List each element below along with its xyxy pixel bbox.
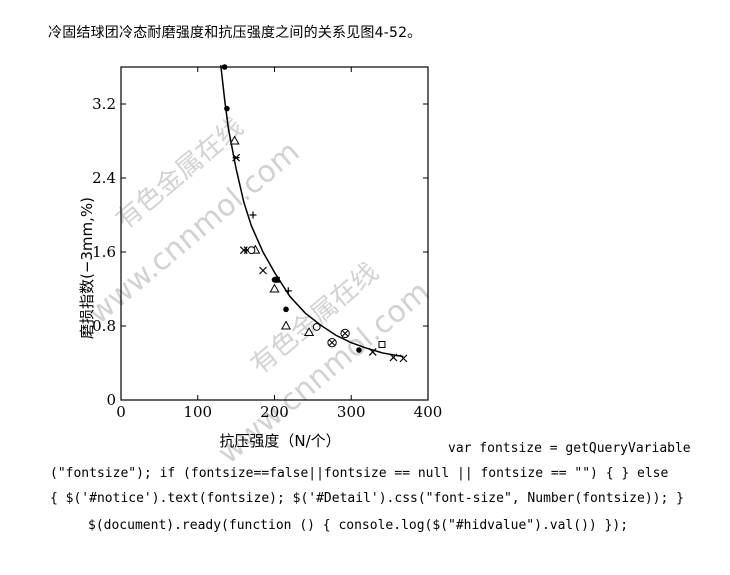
data-point-star [232, 153, 241, 162]
data-point-plus [249, 211, 257, 219]
y-tick-label: 0 [106, 391, 116, 409]
intro-text: 冷固结球团冷态耐磨强度和抗压强度之间的关系见图4-52。 [48, 25, 422, 41]
y-tick-label: 1.6 [92, 243, 116, 261]
data-point-dot [356, 347, 362, 353]
data-point-circle-cross [327, 337, 337, 348]
data-point-triangle [303, 326, 315, 336]
chart-marks [220, 64, 408, 363]
data-point-cross [389, 353, 398, 362]
x-tick-label: 200 [260, 403, 289, 421]
y-tick-label: 3.2 [92, 95, 116, 113]
data-point-cross [239, 246, 248, 255]
code-line-3: { $('#notice').text(fontsize); $('#Detai… [50, 491, 684, 506]
data-point-cross [399, 354, 408, 363]
data-point-square [273, 276, 280, 283]
data-point-square-open [378, 341, 386, 348]
x-axis-label: 抗压强度（N/个） [219, 432, 340, 450]
code-line-1: var fontsize = getQueryVariable [448, 441, 691, 456]
data-point-circle [312, 323, 321, 331]
data-point-circle [247, 246, 256, 255]
data-point-dot [283, 306, 289, 313]
data-point-triangle [269, 283, 280, 293]
data-point-cross [368, 347, 377, 356]
x-tick-label: 300 [337, 403, 366, 421]
x-tick-label: 400 [414, 403, 443, 421]
x-tick-label: 0 [116, 403, 126, 421]
data-point-circle-cross [340, 328, 350, 339]
y-tick-label: 2.4 [92, 169, 116, 187]
data-point-dot [224, 105, 230, 112]
y-axis-label: 磨损指数(−3mm,%) [78, 197, 96, 339]
data-point-triangle [280, 320, 292, 330]
x-tick-label: 100 [183, 403, 212, 421]
y-tick-label: 0.8 [92, 317, 116, 335]
data-point-cross [259, 266, 267, 275]
data-point-triangle [229, 135, 240, 145]
data-point-plus [284, 287, 292, 295]
chart-axes: 0 100 200 300 400 0 0.8 1.6 2.4 3.2 抗压强度（N/个） 磨损指数(… [78, 66, 443, 450]
data-point-dot [221, 64, 228, 70]
code-line-4: $(document).ready(function () { console.… [88, 518, 629, 533]
code-line-2: ("fontsize"); if (fontsize==false||fonts… [50, 466, 669, 481]
